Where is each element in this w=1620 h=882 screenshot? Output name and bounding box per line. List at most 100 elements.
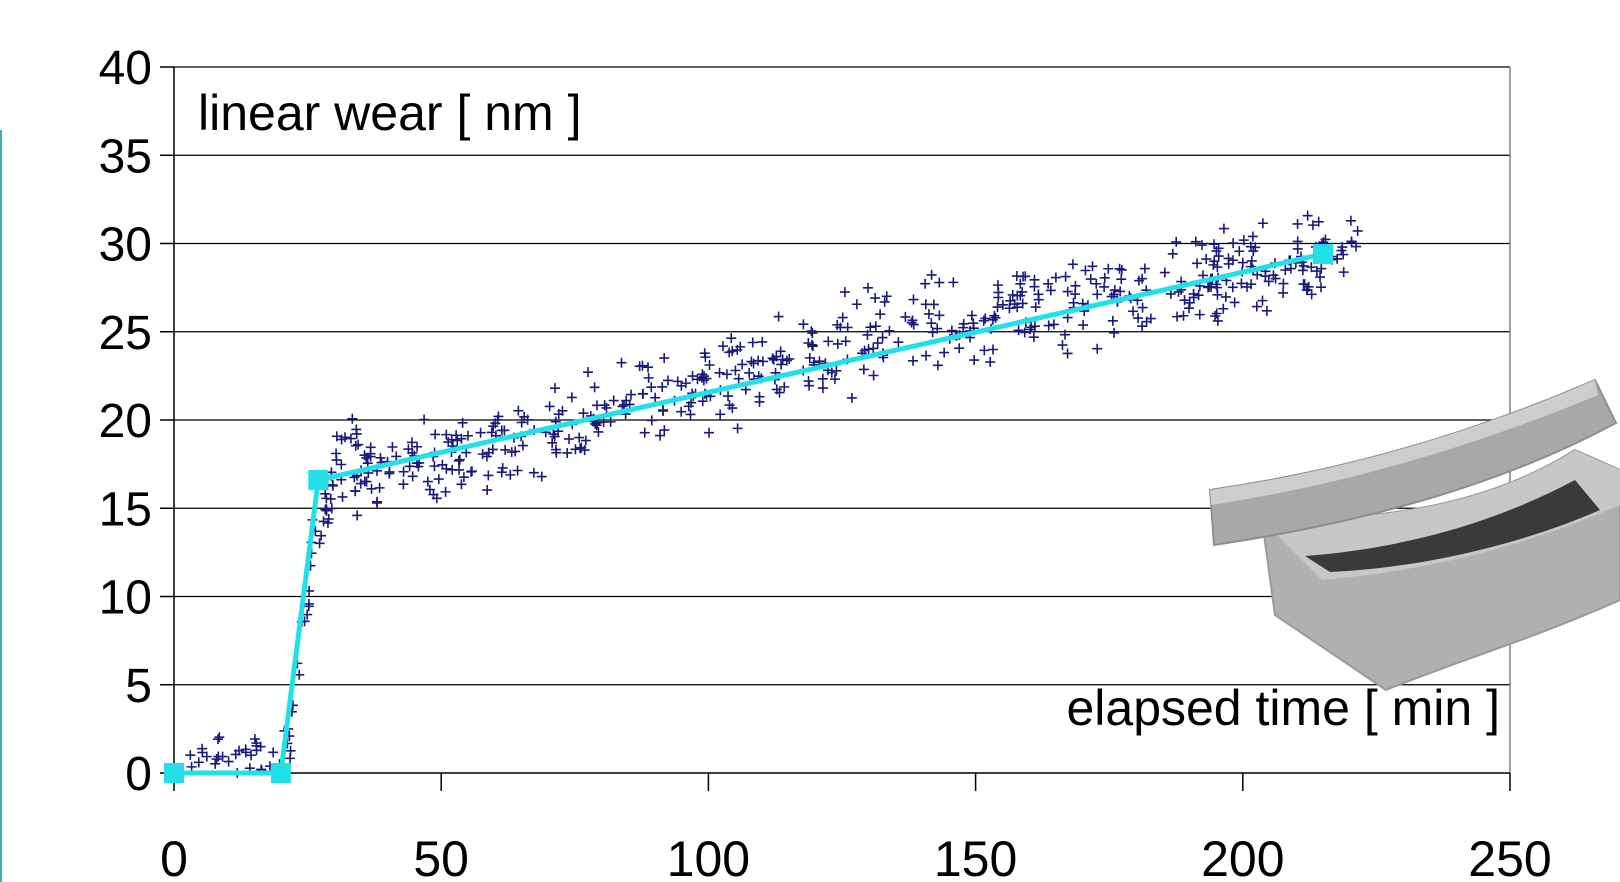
x-tick-label: 250 bbox=[1468, 831, 1551, 882]
scatter-point bbox=[779, 381, 790, 392]
scatter-point bbox=[391, 451, 402, 462]
scatter-point bbox=[361, 476, 372, 487]
scatter-point bbox=[483, 470, 494, 481]
scatter-point bbox=[920, 299, 931, 310]
scatter-point bbox=[350, 440, 361, 451]
scatter-point bbox=[1212, 262, 1223, 273]
scatter-point bbox=[1211, 308, 1222, 319]
scatter-point bbox=[814, 356, 825, 367]
scatter-point bbox=[1091, 278, 1102, 289]
scatter-point bbox=[337, 491, 348, 502]
scatter-point bbox=[846, 392, 857, 403]
scatter-point bbox=[685, 409, 696, 420]
scatter-point bbox=[201, 751, 212, 762]
scatter-point bbox=[327, 480, 338, 491]
scatter-point bbox=[879, 296, 890, 307]
scatter-point bbox=[643, 372, 654, 383]
scatter-point bbox=[186, 761, 197, 772]
scatter-point bbox=[375, 452, 386, 463]
scatter-point bbox=[1067, 259, 1078, 270]
scatter-point bbox=[1297, 265, 1308, 276]
scatter-point bbox=[547, 437, 558, 448]
scatter-point bbox=[440, 486, 451, 497]
scatter-point bbox=[1184, 297, 1195, 308]
scatter-point bbox=[872, 338, 883, 349]
scatter-point bbox=[1292, 218, 1303, 229]
scatter-point bbox=[908, 355, 919, 366]
scatter-point bbox=[1218, 223, 1229, 234]
scatter-point bbox=[1007, 289, 1018, 300]
scatter-point bbox=[320, 488, 331, 499]
x-tick-label: 50 bbox=[413, 831, 469, 882]
scatter-point bbox=[1060, 271, 1071, 282]
scatter-point bbox=[1209, 256, 1220, 267]
scatter-point bbox=[211, 754, 222, 765]
scatter-point bbox=[210, 758, 221, 769]
scatter-point bbox=[1218, 303, 1229, 314]
scatter-point bbox=[316, 530, 327, 541]
scatter-point bbox=[839, 287, 850, 298]
scatter-point bbox=[837, 312, 848, 323]
scatter-point bbox=[351, 424, 362, 435]
scatter-point bbox=[1108, 289, 1119, 300]
scatter-point bbox=[331, 455, 342, 466]
scatter-point bbox=[372, 497, 383, 508]
scatter-point bbox=[398, 466, 409, 477]
scatter-point bbox=[496, 425, 507, 436]
scatter-point bbox=[550, 383, 561, 394]
scatter-point bbox=[583, 367, 594, 378]
scatter-point bbox=[321, 493, 332, 504]
scatter-point bbox=[1212, 315, 1223, 326]
scatter-point bbox=[422, 476, 433, 487]
scatter-point bbox=[781, 355, 792, 366]
fit-line-marker bbox=[308, 470, 329, 491]
scatter-point bbox=[958, 318, 969, 329]
scatter-point bbox=[404, 461, 415, 472]
scatter-point bbox=[544, 401, 555, 412]
scatter-point bbox=[704, 360, 715, 371]
scatter-point bbox=[1172, 311, 1183, 322]
scatter-point bbox=[875, 309, 886, 320]
scatter-point bbox=[355, 478, 366, 489]
scatter-point bbox=[697, 369, 708, 380]
scatter-point bbox=[1270, 273, 1281, 284]
scatter-point bbox=[475, 427, 486, 438]
scatter-point bbox=[428, 489, 439, 500]
scatter-point bbox=[285, 753, 296, 764]
scatter-point bbox=[1280, 265, 1291, 276]
scatter-point bbox=[1338, 267, 1349, 278]
scatter-point bbox=[1315, 272, 1326, 283]
scatter-point bbox=[1012, 302, 1023, 313]
fit-line bbox=[174, 251, 1324, 776]
scatter-point bbox=[185, 750, 196, 761]
scatter-point bbox=[870, 293, 881, 304]
scatter-point bbox=[992, 302, 1003, 313]
scatter-point bbox=[1352, 225, 1363, 236]
scatter-point bbox=[939, 347, 950, 358]
scatter-point bbox=[946, 325, 957, 336]
scatter-point bbox=[784, 353, 795, 364]
scatter-point bbox=[510, 446, 521, 457]
scatter-point bbox=[744, 367, 755, 378]
y-tick-label: 20 bbox=[99, 395, 152, 448]
scatter-point bbox=[754, 391, 765, 402]
y-tick-label: 0 bbox=[125, 748, 152, 801]
scatter-point bbox=[589, 382, 600, 393]
scatter-point bbox=[733, 373, 744, 384]
scatter-point bbox=[979, 345, 990, 356]
scatter-point bbox=[1313, 216, 1324, 227]
fit-line-marker bbox=[270, 763, 291, 783]
scatter-point bbox=[900, 311, 911, 322]
scatter-point bbox=[454, 464, 465, 475]
axes: 0 5 10 15 20 25 30 35 40 0 50 100 150 200 250 bbox=[99, 42, 1552, 882]
scatter-point bbox=[361, 452, 372, 463]
scatter-point bbox=[697, 396, 708, 407]
scatter-point bbox=[865, 322, 876, 333]
scatter-point bbox=[926, 318, 937, 329]
scatter-point bbox=[1062, 348, 1073, 359]
scatter-point bbox=[1116, 264, 1127, 275]
scatter-point bbox=[1292, 243, 1303, 254]
y-tick-label: 25 bbox=[99, 307, 152, 360]
scatter-point bbox=[1133, 313, 1144, 324]
scatter-point bbox=[1029, 274, 1040, 285]
